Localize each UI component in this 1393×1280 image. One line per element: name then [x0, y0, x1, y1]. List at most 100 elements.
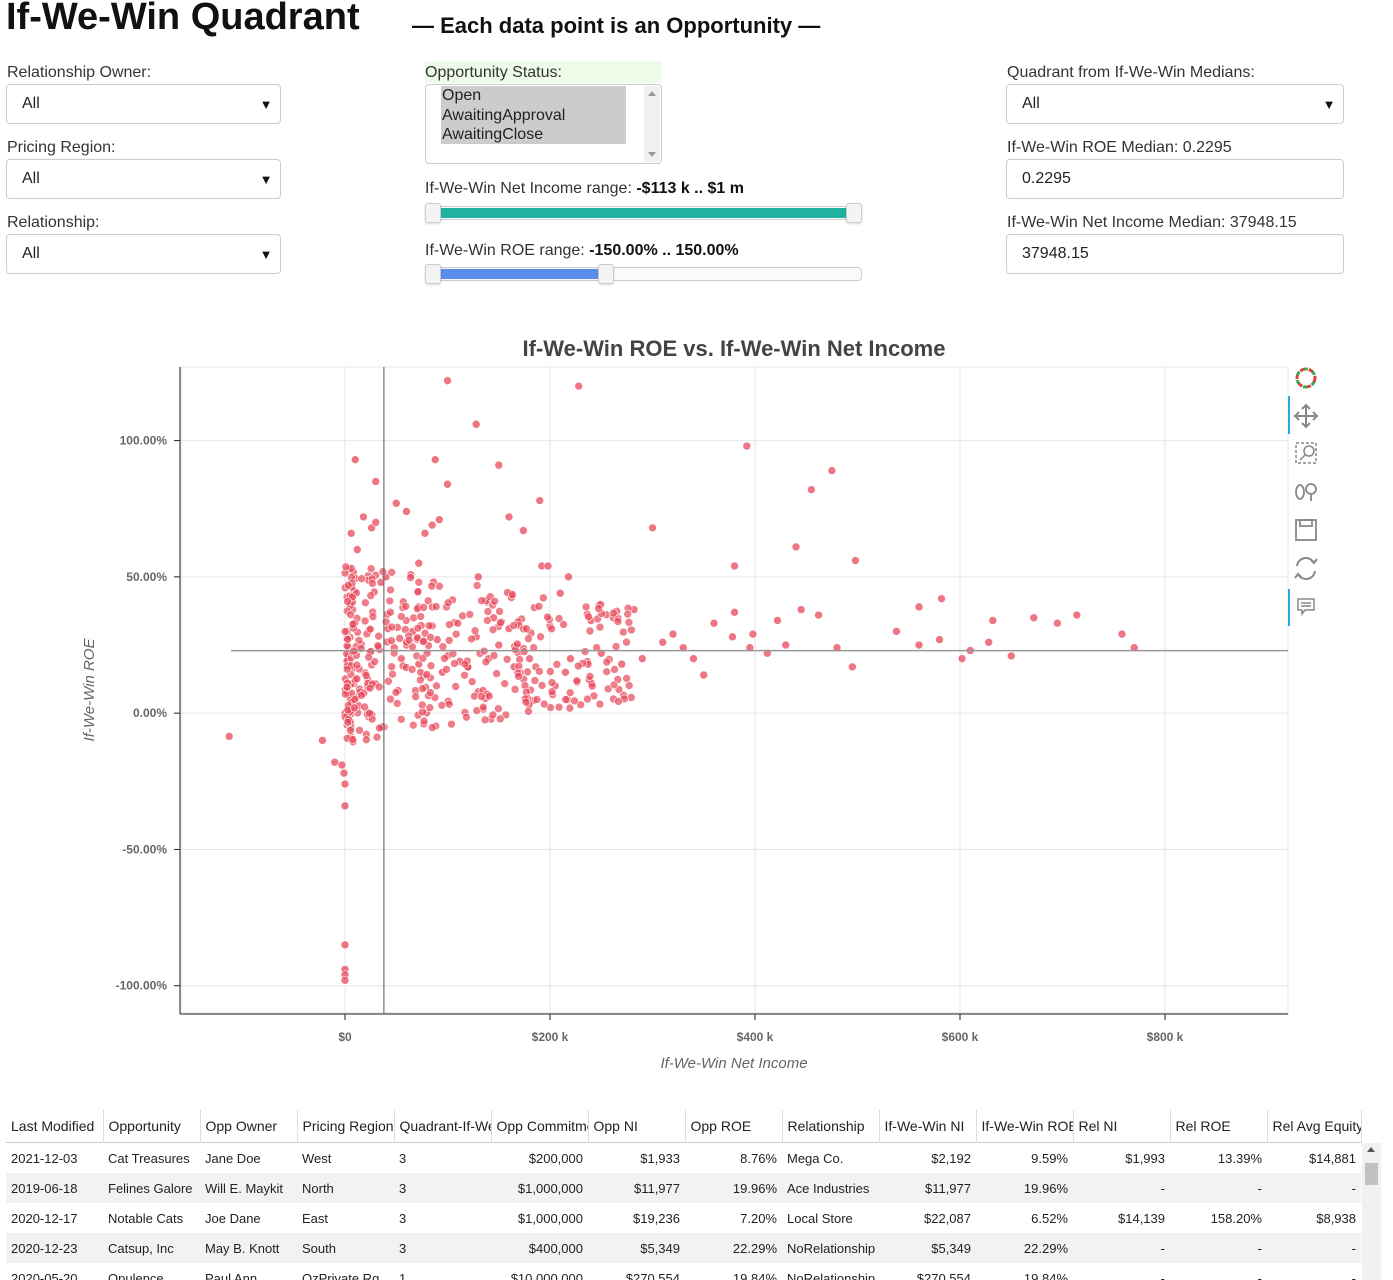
- dropdown-arrow-icon: ▼: [259, 171, 273, 187]
- data-point: [362, 735, 371, 745]
- data-point: [364, 652, 373, 662]
- status-option-awaiting-approval[interactable]: AwaitingApproval: [442, 106, 566, 124]
- scroll-down-icon[interactable]: [648, 152, 656, 157]
- box-zoom-icon[interactable]: [1295, 442, 1317, 464]
- data-point: [709, 618, 719, 628]
- column-header[interactable]: Opp ROE: [685, 1110, 783, 1143]
- data-point: [535, 667, 544, 676]
- data-point: [742, 441, 752, 451]
- table-cell: -: [1267, 1173, 1361, 1203]
- y-axis-label: If-We-Win ROE: [81, 638, 98, 742]
- pricing-region-select[interactable]: All ▼: [6, 159, 281, 199]
- data-point: [477, 692, 486, 701]
- data-point: [547, 678, 557, 687]
- data-point: [473, 572, 483, 582]
- column-header[interactable]: Opp Commitme: [491, 1110, 589, 1143]
- hover-icon[interactable]: [1297, 598, 1315, 617]
- column-header[interactable]: Opp Owner: [200, 1110, 298, 1143]
- ni-median-input[interactable]: 37948.15: [1006, 234, 1344, 274]
- data-point: [419, 636, 428, 646]
- data-point: [574, 381, 584, 391]
- data-point: [477, 596, 486, 605]
- data-point: [543, 561, 553, 571]
- column-header[interactable]: Opportunity: [103, 1110, 201, 1143]
- data-point: [1006, 651, 1016, 661]
- data-point: [494, 640, 504, 650]
- data-point: [438, 642, 448, 651]
- status-option-awaiting-close[interactable]: AwaitingClose: [442, 126, 544, 143]
- opportunity-status-multiselect[interactable]: Open AwaitingApproval AwaitingClose: [425, 84, 662, 164]
- reset-icon[interactable]: [1294, 557, 1318, 580]
- status-scrollbar[interactable]: [644, 86, 660, 162]
- relationship-value: All: [22, 245, 40, 262]
- table-scrollbar-thumb[interactable]: [1365, 1163, 1378, 1185]
- data-point: [352, 674, 362, 684]
- table-cell: 13.39%: [1217, 1150, 1262, 1166]
- data-point: [467, 677, 477, 686]
- roe-range-handle-high[interactable]: [597, 264, 614, 284]
- data-point: [472, 581, 482, 590]
- data-point: [384, 676, 393, 686]
- column-header[interactable]: Opp NI: [588, 1110, 686, 1143]
- table-cell: 2021-12-03: [11, 1150, 78, 1166]
- data-point: [534, 602, 544, 611]
- data-point: [536, 632, 545, 642]
- data-point: [637, 654, 647, 663]
- table-cell: 2020-12-17: [11, 1210, 78, 1226]
- table-row[interactable]: 2020-12-17 Notable Cats Joe Dane East 3 $1,00…: [6, 1203, 1361, 1233]
- roe-range-slider[interactable]: [425, 267, 862, 281]
- table-row[interactable]: 2019-06-18 Felines Galore Will E. Maykit No…: [6, 1173, 1361, 1203]
- scroll-up-icon[interactable]: [648, 91, 656, 96]
- pan-icon[interactable]: [1293, 403, 1319, 429]
- column-header[interactable]: Quadrant-If-We: [394, 1110, 492, 1143]
- median-lines: [231, 367, 1288, 1013]
- column-header[interactable]: Last Modified: [6, 1110, 104, 1143]
- dropdown-arrow-icon: ▼: [259, 96, 273, 112]
- wheel-zoom-icon[interactable]: [1295, 483, 1317, 501]
- roe-median-input[interactable]: 0.2295: [1006, 159, 1344, 199]
- data-point: [595, 622, 605, 632]
- column-header[interactable]: If-We-Win NI: [879, 1110, 977, 1143]
- status-option-open[interactable]: Open: [442, 87, 482, 104]
- bokeh-logo-icon[interactable]: [1295, 367, 1317, 389]
- column-header[interactable]: Rel Avg Equity: [1267, 1110, 1362, 1143]
- table-row[interactable]: 2020-05-20 Opulence Paul Ann OzPrivate Rg 1 $…: [6, 1263, 1361, 1280]
- data-point: [407, 665, 417, 674]
- table-cell: Jane Doe: [205, 1150, 261, 1166]
- table-row[interactable]: 2020-12-23 Catsup, Inc May B. Knott South 3 $…: [6, 1233, 1361, 1263]
- column-header[interactable]: Rel NI: [1073, 1110, 1171, 1143]
- data-point: [432, 681, 441, 691]
- table-cell: Ace Industries: [782, 1173, 879, 1203]
- data-point: [430, 455, 440, 464]
- data-point: [728, 632, 737, 642]
- scatter-chart[interactable]: If-We-Win ROE vs. If-We-Win Net Income $…: [0, 320, 1393, 1090]
- scroll-up-icon[interactable]: [1367, 1147, 1375, 1152]
- column-header[interactable]: Pricing Region: [297, 1110, 395, 1143]
- quadrant-select[interactable]: All ▼: [1006, 84, 1344, 124]
- ni-range-slider[interactable]: [425, 206, 862, 220]
- data-point: [392, 699, 402, 708]
- data-point: [416, 612, 426, 621]
- relationship-owner-select[interactable]: All ▼: [6, 84, 281, 124]
- table-cell: 19.96%: [685, 1173, 782, 1203]
- table-row[interactable]: 2021-12-03 Cat Treasures Jane Doe West 3 $200…: [6, 1143, 1361, 1174]
- data-point: [374, 631, 383, 641]
- table-cell: 158.20%: [1210, 1210, 1262, 1226]
- roe-range-handle-low[interactable]: [425, 264, 441, 284]
- data-point: [341, 562, 351, 572]
- roe-range-value: -150.00% .. 150.00%: [589, 242, 739, 259]
- data-point: [395, 634, 404, 643]
- data-point: [1053, 618, 1062, 628]
- relationship-select[interactable]: All ▼: [6, 234, 281, 274]
- column-header[interactable]: Relationship: [782, 1110, 880, 1143]
- data-point: [519, 526, 528, 535]
- ni-range-handle-low[interactable]: [425, 203, 441, 223]
- column-header[interactable]: Rel ROE: [1170, 1110, 1268, 1143]
- data-point: [510, 685, 520, 694]
- data-point: [448, 649, 458, 659]
- ni-range-handle-high[interactable]: [846, 203, 862, 223]
- data-point: [444, 699, 454, 709]
- table-cell: 2020-12-23: [6, 1233, 103, 1263]
- save-icon[interactable]: [1295, 519, 1317, 541]
- column-header[interactable]: If-We-Win ROE: [976, 1110, 1074, 1143]
